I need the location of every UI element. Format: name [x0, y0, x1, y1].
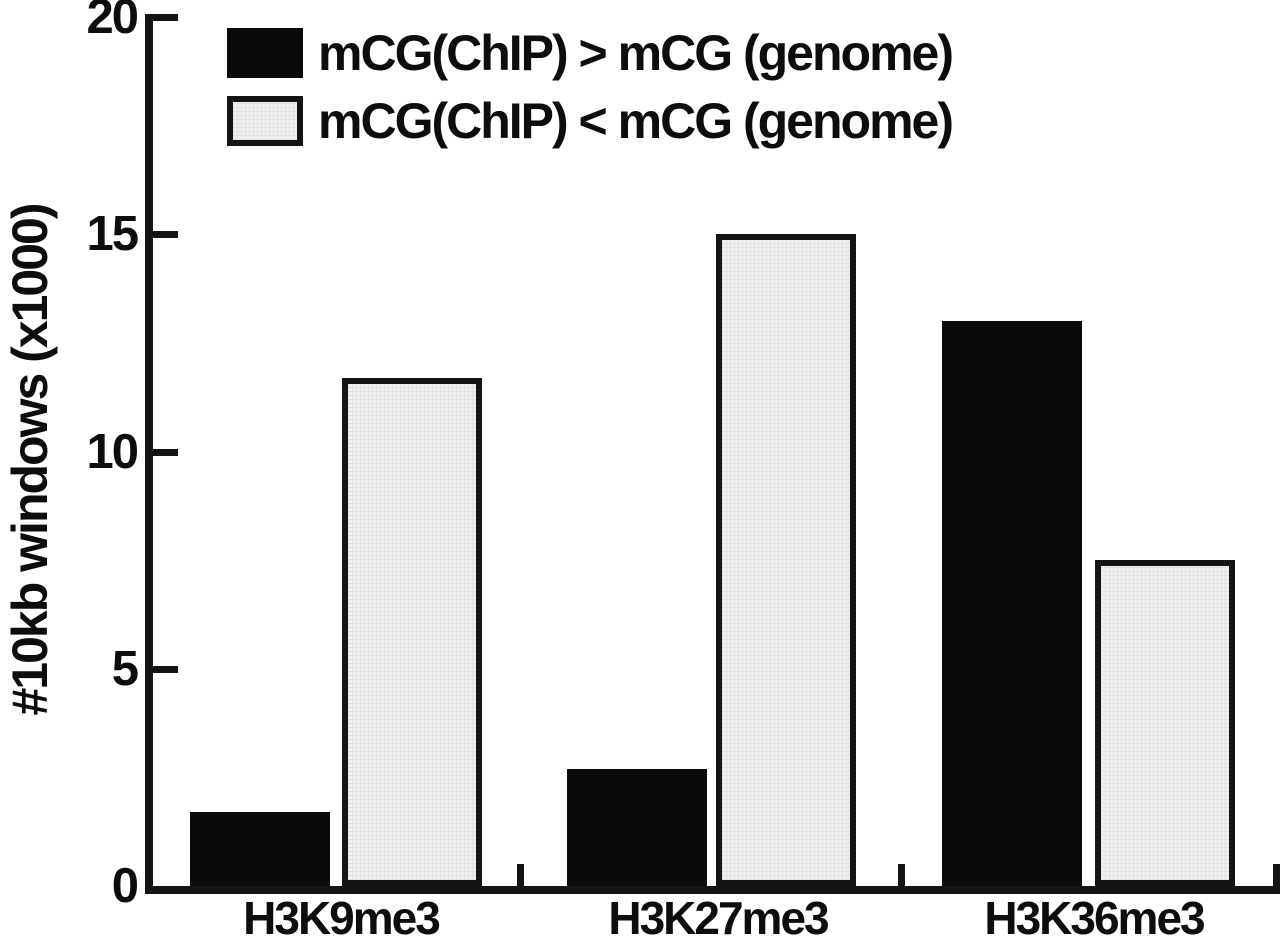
y-tick-label-10: 10 [86, 425, 139, 479]
bar-h3k36me3-chip-greater-than-genome [942, 321, 1082, 886]
y-axis-line [145, 14, 153, 894]
legend-label-chip-less-than-genome: mCG(ChIP) < mCG (genome) [318, 93, 954, 149]
legend-label-chip-greater-than-genome: mCG(ChIP) > mCG (genome) [318, 25, 954, 81]
legend-swatch-chip-less-than-genome [227, 96, 303, 146]
y-tick-label-0: 0 [111, 859, 139, 913]
y-tick-10 [153, 449, 178, 456]
legend-swatch-chip-greater-than-genome [227, 28, 303, 78]
bar-h3k9me3-chip-less-than-genome [342, 378, 482, 886]
x-tick-2 [898, 864, 905, 886]
y-tick-label-20: 20 [86, 0, 139, 44]
bar-h3k36me3-chip-less-than-genome [1095, 560, 1235, 886]
x-label-h3k9me3: H3K9me3 [243, 892, 441, 943]
bar-h3k9me3-chip-greater-than-genome [190, 812, 330, 886]
y-tick-15 [153, 231, 178, 238]
y-tick-20 [153, 14, 178, 21]
x-axis-line [145, 886, 1280, 894]
x-label-h3k27me3: H3K27me3 [608, 892, 829, 943]
y-tick-5 [153, 666, 178, 673]
bar-h3k27me3-chip-less-than-genome [716, 234, 856, 886]
y-tick-label-5: 5 [111, 642, 139, 696]
x-tick-3 [1273, 864, 1280, 886]
x-label-h3k36me3: H3K36me3 [984, 892, 1205, 943]
y-tick-label-15: 15 [86, 207, 139, 261]
x-tick-1 [517, 864, 524, 886]
bar-h3k27me3-chip-greater-than-genome [567, 769, 707, 886]
